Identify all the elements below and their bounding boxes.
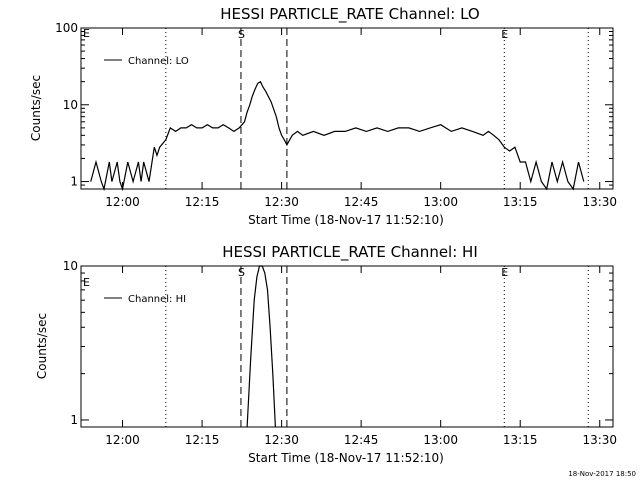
event-label-1: S: [238, 28, 245, 41]
x-tick-label-2: 12:30: [264, 195, 299, 209]
y-tick-label-1: 10: [63, 98, 78, 112]
plot-frame: [80, 27, 614, 190]
x-tick-label-5: 13:15: [503, 433, 538, 447]
x-tick-label-3: 12:45: [344, 433, 379, 447]
x-tick-label-4: 13:00: [423, 433, 458, 447]
x-tick-label-5: 13:15: [503, 195, 538, 209]
series-group: [246, 265, 276, 428]
panel-hi: HESSI PARTICLE_RATE Channel: HI Counts/s…: [35, 243, 617, 465]
event-label-1: S: [238, 266, 245, 279]
chart-title: HESSI PARTICLE_RATE Channel: HI: [222, 243, 478, 262]
panel-lo: HESSI PARTICLE_RATE Channel: LO Counts/s…: [29, 5, 617, 227]
y-ticks: 1 10: [63, 259, 613, 427]
x-axis-label: Start Time (18-Nov-17 11:52:10): [248, 451, 444, 465]
series-line-0: [90, 80, 585, 192]
x-tick-label-6: 13:30: [582, 195, 617, 209]
x-axis-label: Start Time (18-Nov-17 11:52:10): [248, 213, 444, 227]
x-tick-label-4: 13:00: [423, 195, 458, 209]
corner-label: E: [83, 27, 90, 40]
y-tick-label-2: 100: [55, 21, 78, 35]
x-tick-label-3: 12:45: [344, 195, 379, 209]
y-axis-label: Counts/sec: [35, 313, 49, 379]
corner-label: E: [83, 276, 90, 289]
x-tick-label-2: 12:30: [264, 433, 299, 447]
legend-entry: Channel: LO: [128, 56, 189, 67]
y-tick-label-1: 10: [63, 259, 78, 273]
x-tick-label-0: 12:00: [105, 195, 140, 209]
plot-frame: [80, 265, 614, 428]
y-tick-label-0: 1: [70, 175, 78, 189]
timestamp: 18-Nov-2017 18:50: [568, 470, 636, 478]
x-ticks: 12:00 12:15 12:30 12:45 13:00 13:15 13:30: [105, 266, 617, 447]
chart-title: HESSI PARTICLE_RATE Channel: LO: [220, 5, 479, 24]
x-ticks: 12:00 12:15 12:30 12:45 13:00 13:15 13:30: [105, 28, 617, 209]
y-ticks: 1 10 100: [55, 21, 613, 189]
series-group: [90, 80, 585, 192]
y-axis-label: Counts/sec: [29, 75, 43, 141]
legend-entry: Channel: HI: [128, 294, 186, 305]
y-tick-label-0: 1: [70, 413, 78, 427]
event-label-3: E: [501, 266, 508, 279]
x-tick-label-1: 12:15: [185, 433, 220, 447]
series-line-0: [246, 265, 276, 428]
x-tick-label-0: 12:00: [105, 433, 140, 447]
event-label-3: E: [501, 28, 508, 41]
x-tick-label-6: 13:30: [582, 433, 617, 447]
x-tick-label-1: 12:15: [185, 195, 220, 209]
